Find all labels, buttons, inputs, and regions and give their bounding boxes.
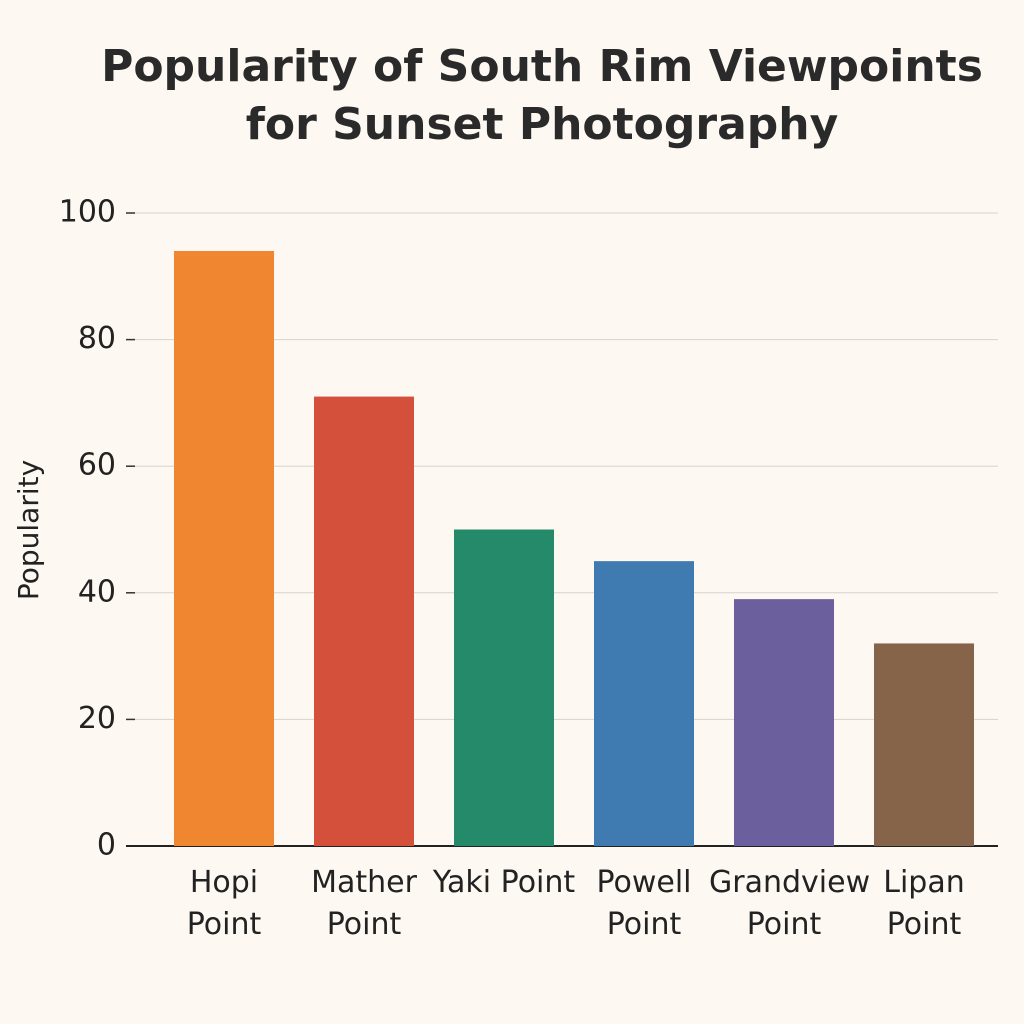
y-tick-label: 60 xyxy=(78,448,116,483)
chart-title: Popularity of South Rim Viewpoints for S… xyxy=(101,41,983,150)
bar xyxy=(454,529,554,846)
y-tick-label: 80 xyxy=(78,321,116,356)
bar xyxy=(734,599,834,846)
bar xyxy=(314,396,414,846)
x-tick-label: Lipan Point xyxy=(883,865,965,942)
y-tick-label: 40 xyxy=(78,574,116,609)
x-tick-label: Hopi Point xyxy=(186,865,262,942)
bar xyxy=(174,250,274,847)
bar xyxy=(874,643,974,846)
x-tick-label: Powell Point xyxy=(596,865,692,942)
y-tick-label: 0 xyxy=(97,828,116,863)
y-tick-label: 100 xyxy=(59,195,116,230)
x-tick-label: Mather Point xyxy=(311,865,417,942)
bar xyxy=(594,561,694,846)
x-tick-label: Grandview Point xyxy=(709,865,871,942)
x-tick-label: Yaki Point xyxy=(432,865,576,900)
y-axis-label: Popularity xyxy=(12,460,45,600)
y-tick-label: 20 xyxy=(78,701,116,736)
